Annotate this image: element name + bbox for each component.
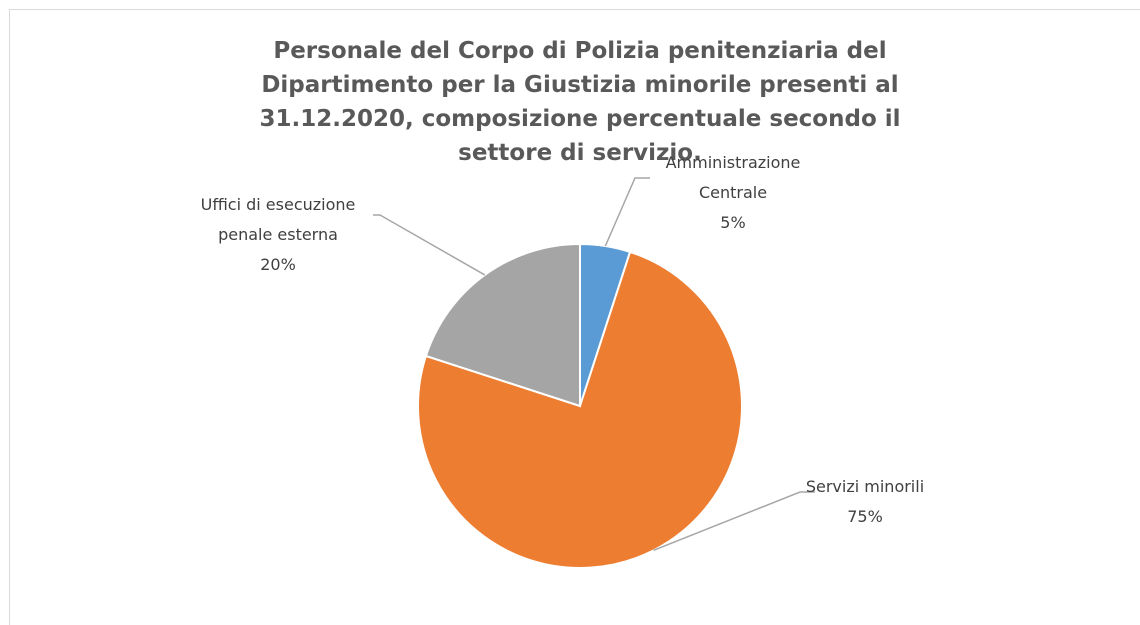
value-label: 75% [847,507,883,526]
leader-line [373,214,486,276]
value-label: 5% [720,213,745,232]
slice-label: Servizi minorili [806,477,924,496]
text-line: settore di servizio. [458,140,702,166]
text-line: Uffici di esecuzione [201,195,356,214]
value-label: 20% [260,255,296,274]
slice-label: Uffici di esecuzione penale esterna [201,195,356,244]
chart-title: Personale del Corpo di Polizia penitenzi… [259,38,900,166]
text-line: penale esterna [218,225,338,244]
text-line: Amministrazione [666,153,801,172]
leader-line [604,177,650,247]
pie-slice [424,242,581,408]
text-line: Centrale [699,183,767,202]
leader-line [653,491,815,552]
text-line: Dipartimento per la Giustizia minorile p… [261,72,898,98]
slice-label: Amministrazione Centrale [666,153,801,202]
pie-slice [417,250,743,569]
text-line: Personale del Corpo di Polizia penitenzi… [273,38,886,64]
text-line: Servizi minorili [806,477,924,496]
text-line: 31.12.2020, composizione percentuale sec… [259,106,900,132]
